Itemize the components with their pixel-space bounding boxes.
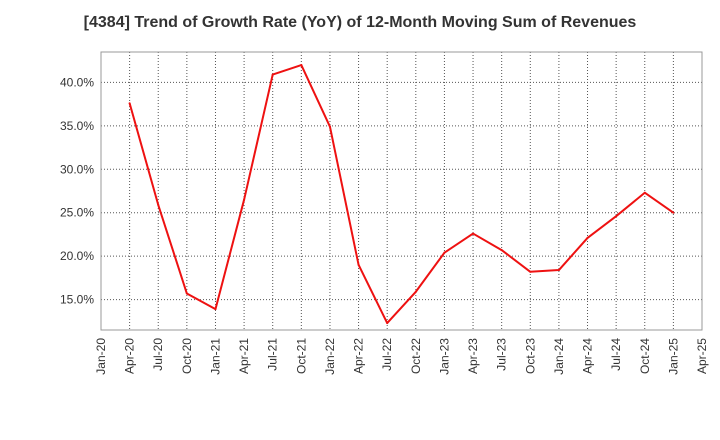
x-tick-label: Jul-21 — [266, 338, 280, 371]
x-tick-label: Jul-20 — [151, 338, 165, 371]
x-tick-label: Apr-24 — [581, 338, 595, 374]
data-point — [557, 269, 560, 272]
x-tick-label: Apr-25 — [695, 338, 709, 374]
data-point — [271, 73, 274, 76]
x-tick-label: Oct-24 — [638, 338, 652, 374]
x-tick-label: Jul-23 — [495, 338, 509, 371]
y-tick-label: 15.0% — [60, 293, 94, 307]
data-point — [615, 215, 618, 218]
x-tick-label: Apr-20 — [123, 338, 137, 374]
x-tick-label: Jan-21 — [208, 338, 222, 375]
x-tick-label: Apr-21 — [237, 338, 251, 374]
x-tick-label: Jan-23 — [437, 338, 451, 375]
data-point — [243, 198, 246, 201]
data-point — [472, 232, 475, 235]
data-point — [643, 191, 646, 194]
x-tick-label: Jan-22 — [323, 338, 337, 375]
y-axis: 15.0% 20.0% 25.0% 30.0% 35.0% 40.0% — [60, 75, 94, 306]
data-point — [128, 102, 131, 105]
x-tick-label: Jan-20 — [94, 338, 108, 375]
x-tick-label: Jan-24 — [552, 338, 566, 375]
data-point — [586, 236, 589, 239]
data-point — [357, 263, 360, 266]
data-point — [672, 211, 675, 214]
series-line — [128, 64, 674, 325]
x-tick-label: Oct-20 — [180, 338, 194, 374]
y-tick-label: 35.0% — [60, 119, 94, 133]
x-tick-label: Oct-21 — [294, 338, 308, 374]
x-axis: Jan-20 Apr-20 Jul-20 Oct-20 Jan-21 Apr-21 Jul-… — [94, 338, 709, 375]
data-point — [328, 125, 331, 128]
x-tick-label: Oct-23 — [523, 338, 537, 374]
data-point — [157, 203, 160, 206]
x-tick-label: Jan-25 — [666, 338, 680, 375]
plot-area-border — [100, 51, 703, 331]
y-tick-label: 40.0% — [60, 75, 94, 89]
grid — [101, 52, 702, 330]
x-tick-label: Apr-23 — [466, 338, 480, 374]
x-tick-label: Jul-24 — [609, 338, 623, 371]
chart-title: [4384] Trend of Growth Rate (YoY) of 12-… — [83, 14, 637, 31]
data-point — [414, 290, 417, 293]
data-point — [386, 322, 389, 325]
data-point — [300, 64, 303, 67]
x-tick-label: Oct-22 — [409, 338, 423, 374]
series-layer — [128, 64, 675, 325]
x-tick-label: Apr-22 — [352, 338, 366, 374]
data-point — [529, 270, 532, 273]
data-point — [443, 251, 446, 254]
y-tick-label: 20.0% — [60, 249, 94, 263]
data-point — [214, 308, 217, 311]
x-tick-label: Jul-22 — [380, 338, 394, 371]
data-point — [500, 249, 503, 252]
data-point — [185, 292, 188, 295]
y-tick-label: 25.0% — [60, 206, 94, 220]
y-tick-label: 30.0% — [60, 162, 94, 176]
